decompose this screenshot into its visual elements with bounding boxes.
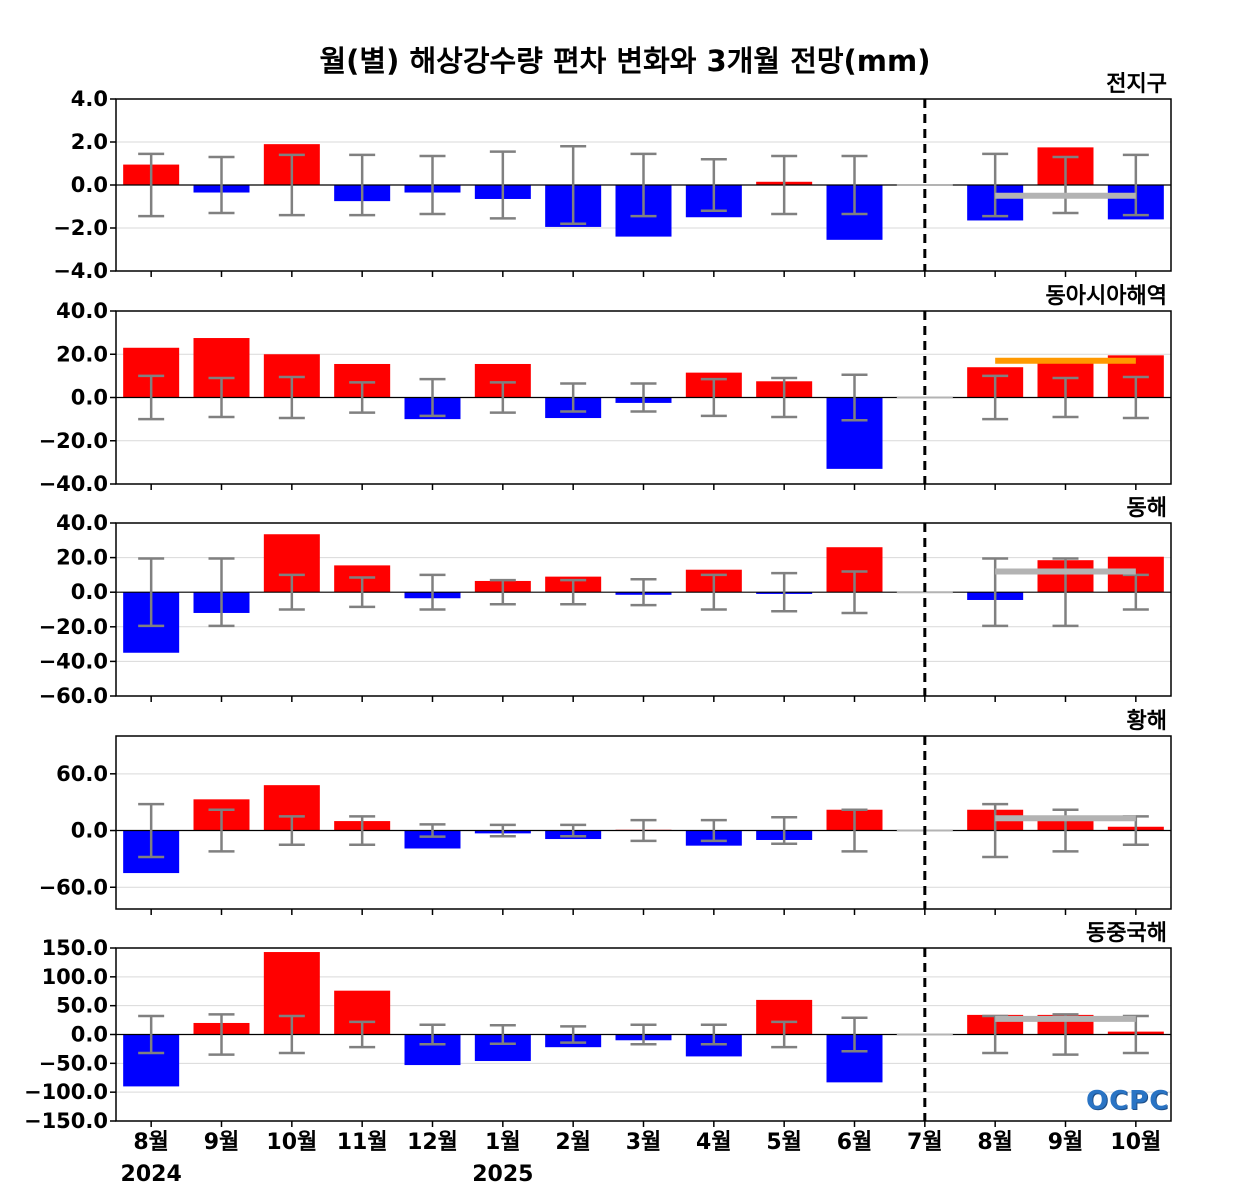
- x-tick-label: 11월: [337, 1130, 388, 1155]
- y-tick-label: 0.0: [71, 173, 108, 197]
- x-tick-label: 7월: [907, 1130, 943, 1155]
- y-tick-label: 100.0: [42, 965, 108, 989]
- y-tick-label: 60.0: [56, 762, 108, 786]
- x-tick-label: 3월: [626, 1130, 662, 1155]
- x-tick-label: 10월: [266, 1130, 317, 1155]
- x-tick-label: 12월: [407, 1130, 458, 1155]
- y-tick-label: −60.0: [39, 684, 108, 708]
- y-tick-label: 40.0: [56, 299, 108, 323]
- x-tick-label: 9월: [1048, 1130, 1084, 1155]
- y-tick-label: 0.0: [71, 580, 108, 604]
- panel-title: 전지구: [1106, 72, 1167, 97]
- y-tick-label: 4.0: [71, 87, 108, 111]
- year-label: 2025: [472, 1162, 533, 1187]
- y-tick-label: −150.0: [24, 1109, 108, 1133]
- panel-title: 동중국해: [1086, 921, 1167, 946]
- y-tick-label: 40.0: [56, 511, 108, 535]
- x-tick-label: 4월: [696, 1130, 732, 1155]
- y-tick-label: −20.0: [39, 615, 108, 639]
- x-tick-label: 1월: [485, 1130, 521, 1155]
- y-tick-label: 2.0: [71, 130, 108, 154]
- x-tick-label: 9월: [204, 1130, 240, 1155]
- panel-title: 황해: [1127, 709, 1167, 734]
- y-tick-label: −2.0: [53, 216, 108, 240]
- x-tick-label: 2월: [555, 1130, 591, 1155]
- y-tick-label: 0.0: [71, 386, 108, 410]
- x-tick-label: 6월: [837, 1130, 873, 1155]
- x-tick-label: 8월: [977, 1130, 1013, 1155]
- x-tick-label: 8월: [133, 1130, 169, 1155]
- x-tick-label: 5월: [766, 1130, 802, 1155]
- y-tick-label: −100.0: [24, 1080, 108, 1104]
- bar: [404, 830, 461, 849]
- panel-title: 동해: [1127, 496, 1167, 521]
- y-tick-label: 0.0: [71, 1023, 108, 1047]
- y-tick-label: 150.0: [42, 936, 108, 960]
- y-tick-label: 50.0: [56, 994, 108, 1018]
- y-tick-label: 20.0: [56, 546, 108, 570]
- y-tick-label: −40.0: [39, 649, 108, 673]
- x-tick-label: 10월: [1110, 1130, 1161, 1155]
- year-label: 2024: [121, 1162, 182, 1187]
- y-tick-label: −40.0: [39, 472, 108, 496]
- y-tick-label: 20.0: [56, 342, 108, 366]
- y-tick-label: −50.0: [39, 1051, 108, 1075]
- chart-title: 월(별) 해상강수량 편차 변화와 3개월 전망(mm): [319, 44, 931, 78]
- ocpc-logo: OCPC: [1086, 1086, 1170, 1116]
- y-tick-label: −20.0: [39, 429, 108, 453]
- y-tick-label: −4.0: [53, 259, 108, 283]
- panel-title: 동아시아해역: [1046, 284, 1167, 309]
- y-tick-label: 0.0: [71, 819, 108, 843]
- y-tick-label: −60.0: [39, 875, 108, 899]
